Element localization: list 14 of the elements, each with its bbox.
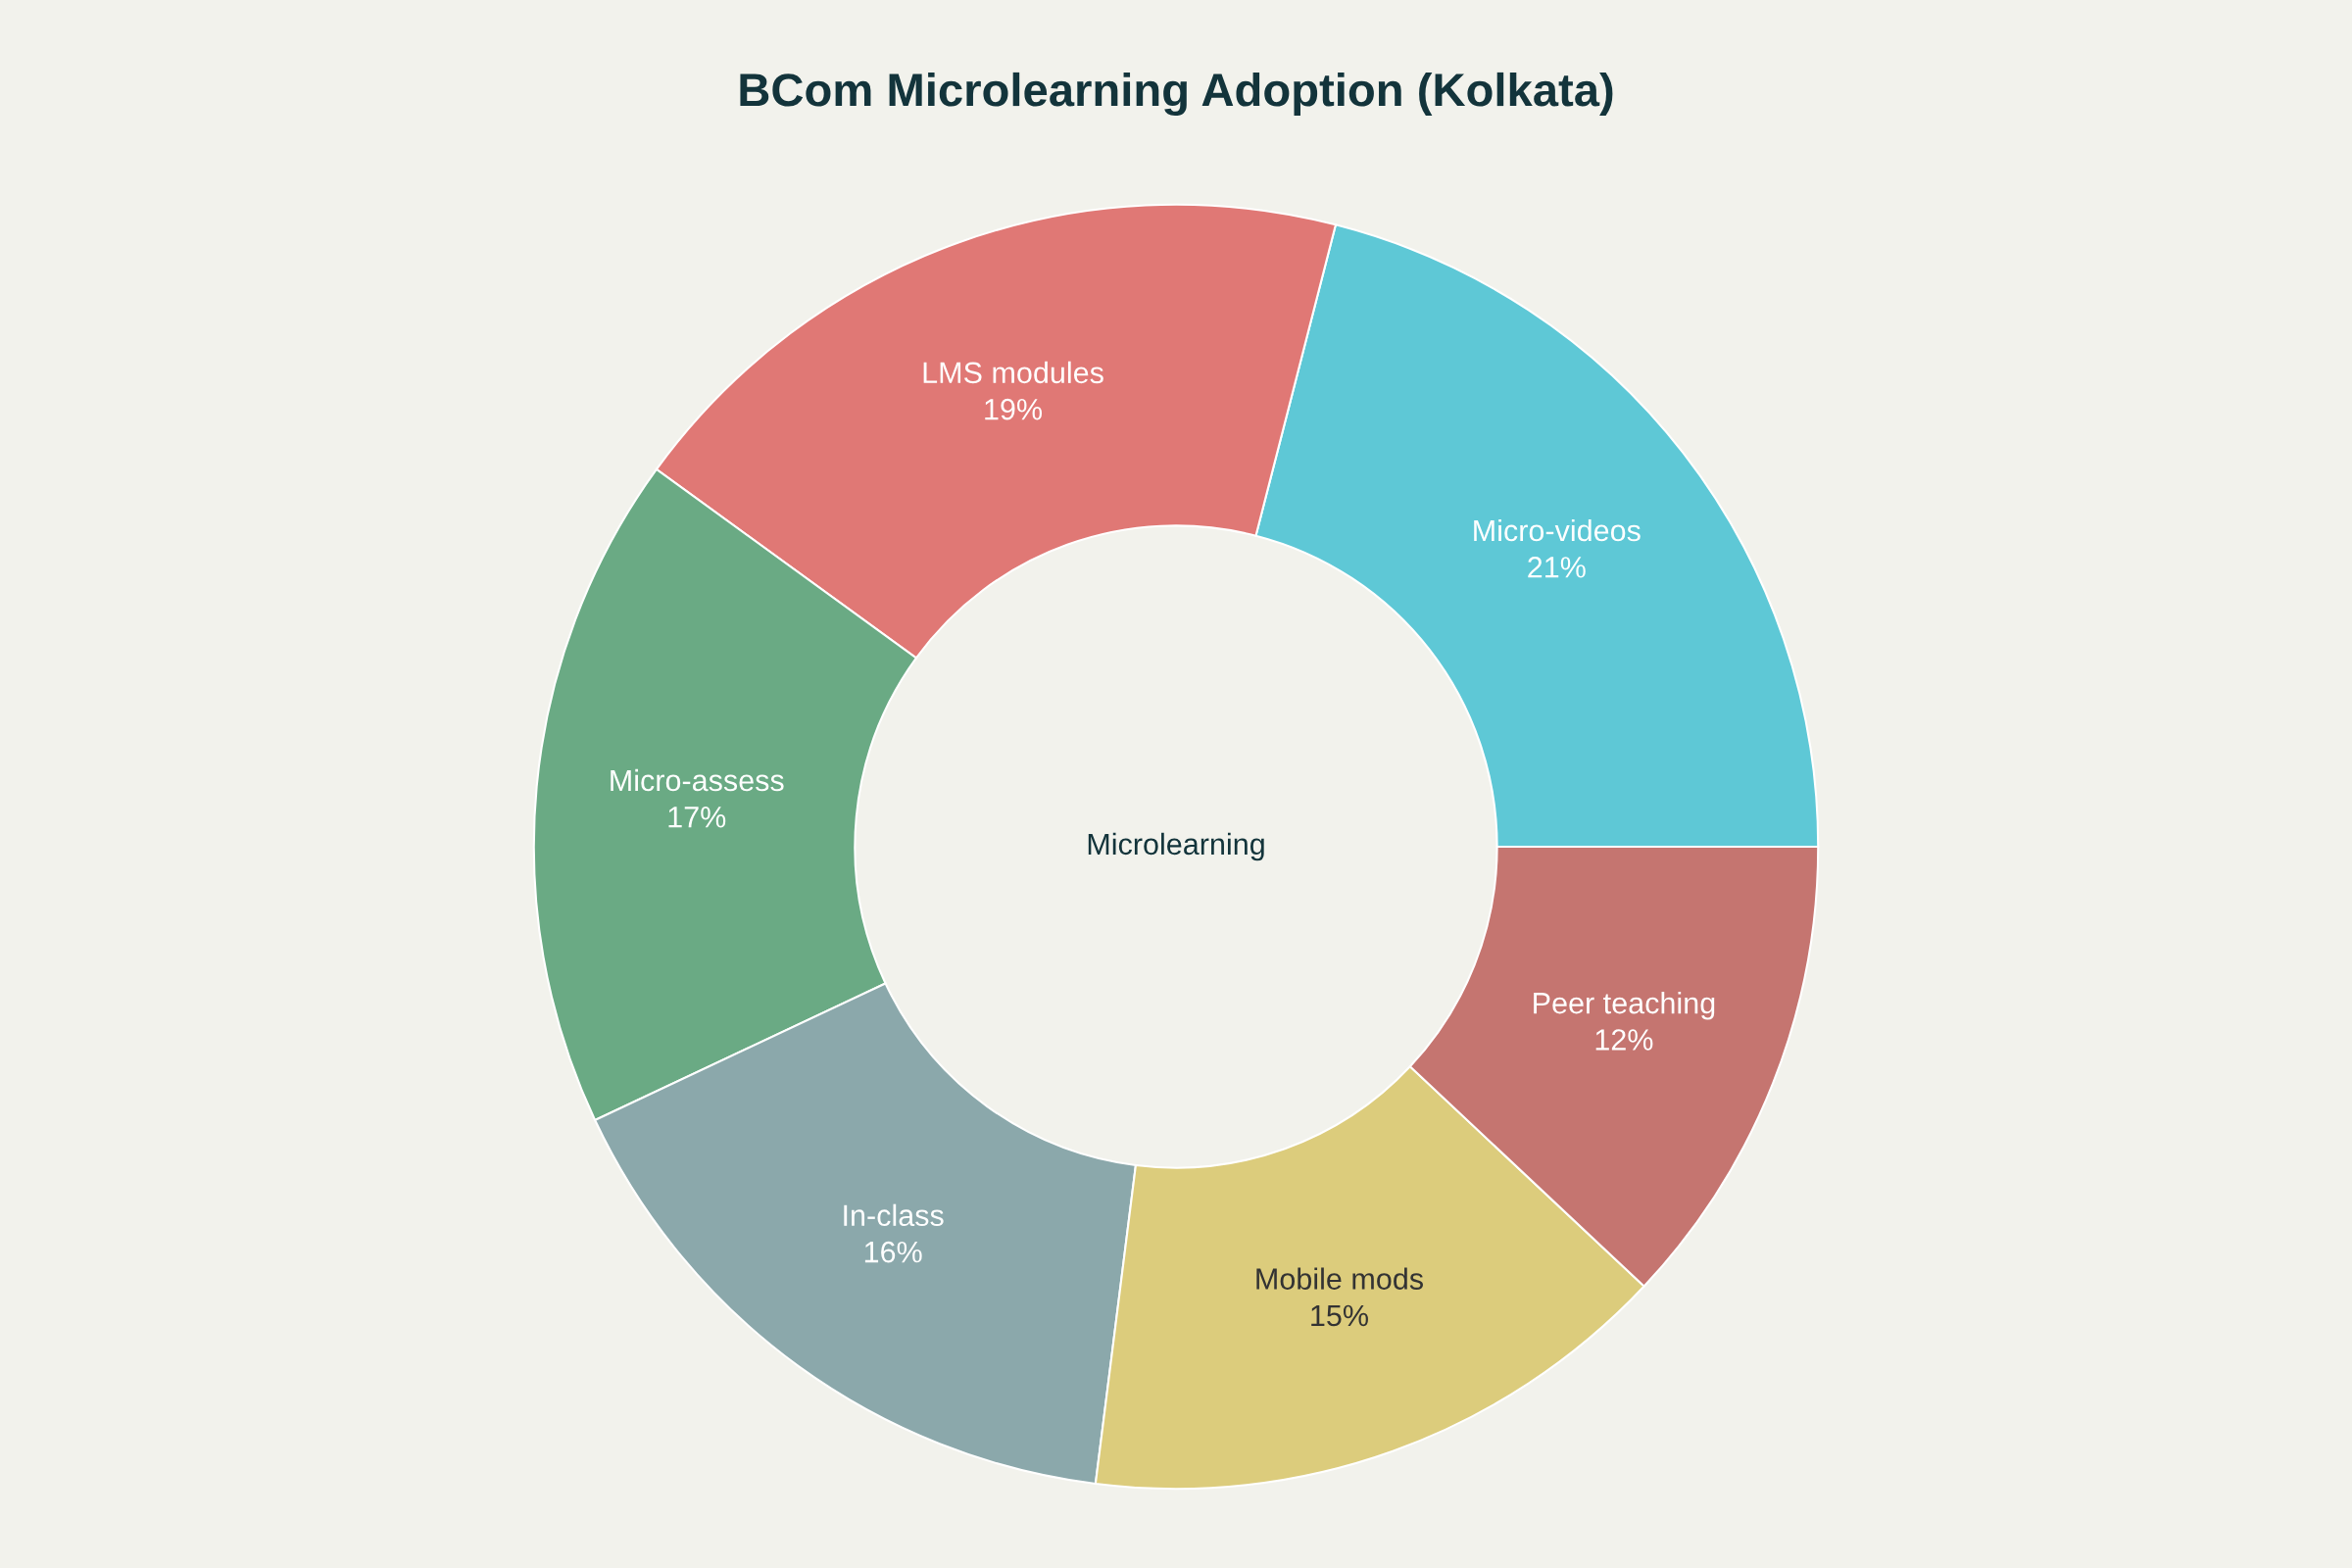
text: Microlearning xyxy=(1088,832,1264,861)
data-label: 16% xyxy=(864,1241,922,1263)
data-label: 15% xyxy=(1311,1304,1368,1327)
data-label: 17% xyxy=(668,807,726,828)
slice-label: LMS modules xyxy=(923,361,1103,384)
data-label: 21% xyxy=(1528,557,1586,578)
slice-label: Peer teaching xyxy=(1534,991,1715,1020)
data-label: 19% xyxy=(985,398,1043,420)
slice-label: Micro-assess xyxy=(611,768,784,792)
data-label: 12% xyxy=(1595,1029,1653,1051)
slice-label: Micro-videos xyxy=(1474,518,1641,542)
slice-label: Mobile mods xyxy=(1256,1267,1423,1290)
chart-title: BCom Microlearning Adoption (Kolkata) xyxy=(740,72,1613,117)
slice-label: In-class xyxy=(844,1203,944,1227)
